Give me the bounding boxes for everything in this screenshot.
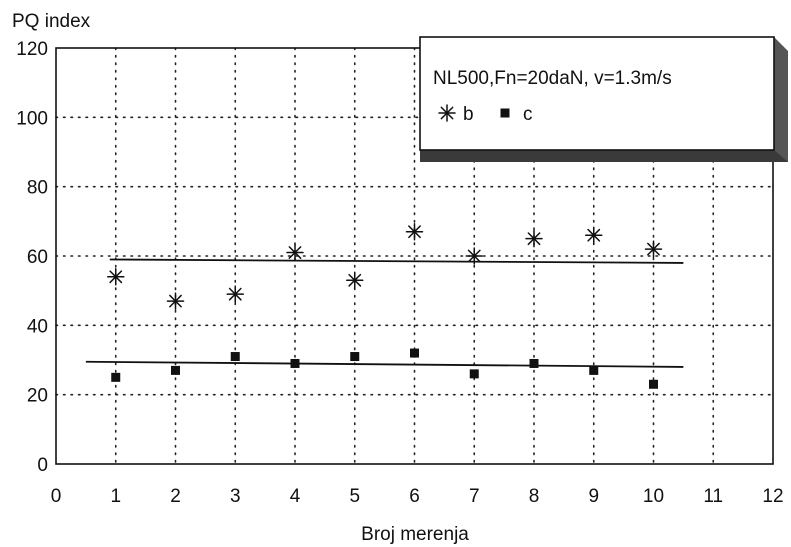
point-c [469,369,479,379]
point-b [107,268,125,286]
x-tick-label: 6 [409,486,420,507]
point-b [465,247,483,265]
point-c [529,358,539,368]
y-tick-label: 120 [16,39,48,60]
x-tick-label: 2 [170,486,181,507]
y-tick-label: 80 [27,178,48,199]
y-tick-label: 0 [37,455,48,476]
point-b [346,271,364,290]
x-tick-label: 4 [290,486,301,507]
x-axis-label: Broj merenja [361,524,469,545]
point-b [226,285,244,303]
data-points [107,222,663,389]
y-tick-label: 60 [27,247,48,268]
point-c [290,358,300,368]
legend-box [419,36,775,151]
x-tick-label: 1 [110,486,121,507]
point-b [525,229,543,248]
x-tick-label: 10 [643,486,664,507]
point-c [410,348,419,358]
point-b [405,222,424,241]
trend-line-c [85,360,684,368]
trend-lines [85,258,684,368]
legend-title: NL500,Fn=20daN, v=1.3m/s [433,68,672,89]
legend: NL500,Fn=20daN, v=1.3m/s b c [419,36,788,162]
legend-marker-b [438,104,456,122]
x-tick-label: 9 [588,486,599,507]
x-tick-label: 7 [469,486,480,507]
y-tick-label: 40 [27,316,48,337]
point-c [589,365,599,375]
plot-area-frame [55,47,774,465]
point-b [585,226,603,244]
legend-label-b: b [463,104,474,125]
legend-marker-c [500,108,510,118]
x-tick-label: 0 [51,486,62,507]
point-c [230,352,240,362]
y-axis-label: PQ index [12,11,91,32]
legend-shadow-side [774,37,788,162]
point-b [286,243,304,262]
x-tick-label: 11 [703,486,723,507]
legend-label-c: c [523,104,533,125]
x-tick-label: 5 [349,486,360,507]
y-tick-label: 100 [16,108,48,129]
y-tick-label: 20 [27,386,48,407]
x-tick-label: 3 [230,486,241,507]
point-b [166,292,185,310]
point-c [350,352,360,362]
x-tick-label: 12 [762,486,783,507]
x-tick-label: 8 [529,486,540,507]
point-c [171,365,180,375]
point-b [644,240,663,258]
point-c [649,379,658,389]
trend-line-b [109,258,684,264]
point-c [111,372,121,382]
